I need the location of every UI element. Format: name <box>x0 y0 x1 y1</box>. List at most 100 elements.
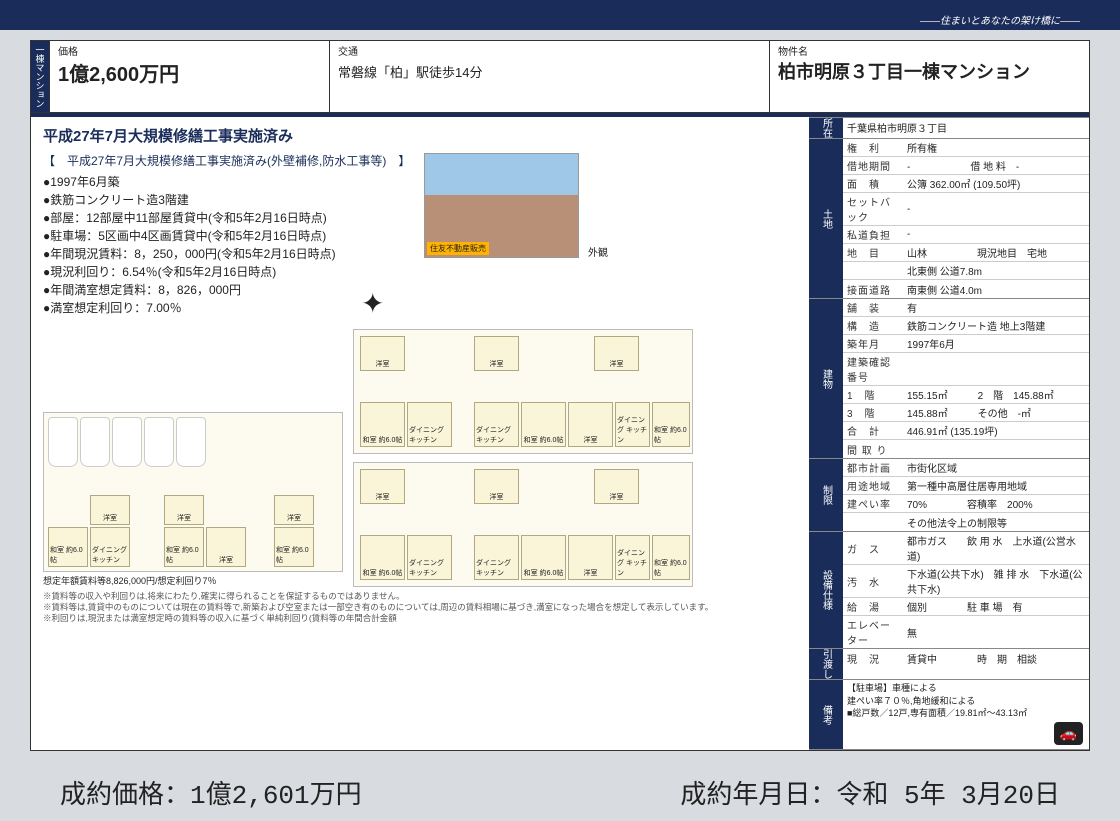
room: 洋室 <box>90 495 130 525</box>
room: 洋室 <box>594 336 639 371</box>
tagline: ――住まいとあなたの架け橋に―― <box>920 12 1080 27</box>
spec-cat-delivery: 引渡し <box>809 649 843 679</box>
car-icon <box>48 417 78 467</box>
spec-val <box>903 368 1089 370</box>
room: ダイニング キッチン <box>615 402 650 447</box>
spec-val: その他法令上の制限等 <box>903 514 1089 531</box>
name-cell: 物件名 柏市明原３丁目一棟マンション <box>769 41 1089 112</box>
spec-key: 都市計画 <box>843 459 903 476</box>
room: 和室 約6.0帖 <box>274 527 314 567</box>
spec-key: 汚 水 <box>843 573 903 590</box>
remark-line: 【駐車場】車種による <box>847 682 1085 695</box>
spec-key: 建ぺい率 <box>843 495 903 512</box>
exterior-photo: 住友不動産販売 外観 <box>424 153 579 258</box>
spec-key: 私道負担 <box>843 226 903 243</box>
spec-table: 所在 千葉県柏市明原３丁目 土地 権 利所有権借地期間- 借 地 料 -面 積公… <box>809 117 1089 750</box>
spec-val: - <box>903 228 1089 241</box>
spec-val <box>903 448 1089 450</box>
room: ダイニング キッチン <box>474 402 519 447</box>
spec-key: 間 取 り <box>843 441 903 458</box>
spec-val: - 借 地 料 - <box>903 157 1089 174</box>
transport-cell: 交通 常磐線「柏」駅徒歩14分 <box>329 41 769 112</box>
room: ダイニング キッチン <box>615 535 650 580</box>
spec-val: 鉄筋コンクリート造 地上3階建 <box>903 317 1089 334</box>
spec-key: 給 湯 <box>843 598 903 615</box>
remark-line: ■総戸数／12戸,専有面積／19.81㎡～43.13㎡ <box>847 707 1085 720</box>
spec-key: 建築確認番号 <box>843 353 903 385</box>
room: 洋室 <box>594 469 639 504</box>
room: 洋室 <box>274 495 314 525</box>
room: ダイニング キッチン <box>474 535 519 580</box>
bullet-item: 現況利回り：6.54％(令和5年2月16日時点) <box>43 263 797 281</box>
spec-key: 3 階 <box>843 404 903 421</box>
room: ダイニング キッチン <box>407 535 452 580</box>
room: 和室 約6.0帖 <box>521 535 566 580</box>
price-value: 1億2,600万円 <box>58 58 321 87</box>
bullet-item: 満室想定利回り：7.00％ <box>43 299 797 317</box>
spec-val: 下水道(公共下水) 雑 排 水 下水道(公共下水) <box>903 565 1089 597</box>
spec-key: セットバック <box>843 193 903 225</box>
car-icon <box>112 417 142 467</box>
spec-key: 権 利 <box>843 139 903 156</box>
compass-icon: ✦ <box>361 287 384 320</box>
bullet-list: 1997年6月築 鉄筋コンクリート造3階建 部屋：12部屋中11部屋賃貸中(令和… <box>43 173 797 317</box>
spec-val: 賃貸中 時 期 相談 <box>903 650 1089 667</box>
spec-val: 公簿 362.00㎡ (109.50坪) <box>903 175 1089 192</box>
room: 和室 約6.0帖 <box>652 402 690 447</box>
spec-val: 都市ガス 飲 用 水 上水道(公営水道) <box>903 532 1089 564</box>
bullet-item: 年間満室想定賃料：8，826，000円 <box>43 281 797 299</box>
spec-val: 第一種中高層住居専用地域 <box>903 477 1089 494</box>
spec-key: 現 況 <box>843 650 903 667</box>
spec-key: 面 積 <box>843 175 903 192</box>
spec-key: 借地期間 <box>843 157 903 174</box>
price-label: 価格 <box>58 43 321 58</box>
plan-note: 想定年額賃料等8,826,000円/想定利回り7％ <box>43 574 343 587</box>
spec-cat-land: 土地 <box>809 139 843 298</box>
room: 洋室 <box>474 469 519 504</box>
spec-key <box>843 521 903 523</box>
note-line: ※利回りは,現況または満室想定時の賃料等の収入に基づく単純利回り(賃料等の年間合… <box>43 613 797 624</box>
spec-cat-location: 所在 <box>809 118 843 138</box>
note-line: ※賃料等の収入や利回りは,将来にわたり,確実に得られることを保証するものではあり… <box>43 591 797 602</box>
spec-key: 用途地域 <box>843 477 903 494</box>
spec-val: 1997年6月 <box>903 335 1089 352</box>
spec-val: 155.15㎡ 2 階 145.88㎡ <box>903 386 1089 403</box>
car-icon <box>144 417 174 467</box>
room: 洋室 <box>568 535 613 580</box>
spec-key: エレベーター <box>843 616 903 648</box>
bullet-item: 部屋：12部屋中11部屋賃貸中(令和5年2月16日時点) <box>43 209 797 227</box>
contract-date: 成約年月日：令和 5年 3月20日 <box>680 774 1060 811</box>
spec-key <box>843 270 903 272</box>
spec-cat-equip: 設備仕様 <box>809 532 843 648</box>
room: 洋室 <box>360 336 405 371</box>
room: 洋室 <box>568 402 613 447</box>
room: 和室 約6.0帖 <box>652 535 690 580</box>
spec-val: 145.88㎡ その他 -㎡ <box>903 404 1089 421</box>
header-row: 一棟マンション 価格 1億2,600万円 交通 常磐線「柏」駅徒歩14分 物件名… <box>31 41 1089 113</box>
property-type-tag: 一棟マンション <box>31 41 49 112</box>
listing-sheet: 一棟マンション 価格 1億2,600万円 交通 常磐線「柏」駅徒歩14分 物件名… <box>30 40 1090 751</box>
car-badge-icon: 🚗 <box>1054 722 1083 746</box>
spec-key: 築年月 <box>843 335 903 352</box>
spec-val: 446.91㎡ (135.19坪) <box>903 422 1089 439</box>
room: ダイニング キッチン <box>407 402 452 447</box>
spec-cat-building: 建物 <box>809 299 843 458</box>
spec-key: 1 階 <box>843 386 903 403</box>
name-label: 物件名 <box>778 43 1081 58</box>
spec-key: 構 造 <box>843 317 903 334</box>
name-value: 柏市明原３丁目一棟マンション <box>778 58 1081 84</box>
room: 和室 約6.0帖 <box>48 527 88 567</box>
spec-val: 無 <box>903 624 1089 641</box>
bullet-item: 駐車場：5区画中4区画賃貸中(令和5年2月16日時点) <box>43 227 797 245</box>
spec-val: 南東側 公道4.0m <box>903 281 1089 298</box>
room: ダイニング キッチン <box>90 527 130 567</box>
spec-key: 合 計 <box>843 422 903 439</box>
footer: 成約価格：1億2,601万円 成約年月日：令和 5年 3月20日 <box>0 756 1120 821</box>
room: 和室 約6.0帖 <box>360 535 405 580</box>
floorplans: 和室 約6.0帖 ダイニング キッチン 洋室 和室 約6.0帖 洋室 洋室 和室… <box>43 329 797 587</box>
spec-val: 北東側 公道7.8m <box>903 262 1089 279</box>
spec-val: 所有権 <box>903 139 1089 156</box>
car-icon <box>80 417 110 467</box>
disclaimer-notes: ※賃料等の収入や利回りは,将来にわたり,確実に得られることを保証するものではあり… <box>43 591 797 624</box>
bracket-line: 【 平成27年7月大規模修繕工事実施済み(外壁補修,防水工事等) 】 <box>43 152 797 169</box>
